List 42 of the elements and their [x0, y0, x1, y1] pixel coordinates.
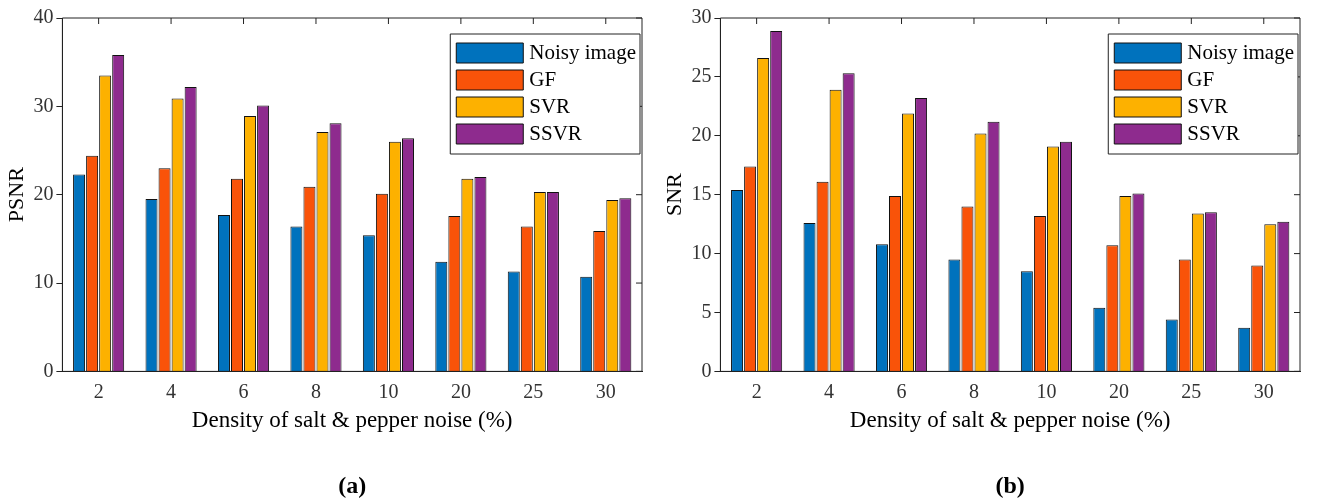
text: (b) [995, 472, 1025, 498]
y-axis-title: PSNR [2, 166, 28, 223]
x-axis-title: Density of salt & pepper noise (%) [191, 407, 513, 433]
y-tick-label: 40 [33, 5, 54, 28]
y-tick-label: 10 [33, 270, 54, 293]
x-tick-label: 4 [824, 379, 835, 402]
x-tick-label: 4 [166, 379, 177, 402]
y-tick-label: 0 [43, 358, 54, 381]
y-axis-title: SNR [660, 172, 686, 217]
y-tick-label: 25 [691, 64, 712, 87]
y-tick-label: 20 [691, 123, 712, 146]
text: (a) [338, 472, 367, 498]
x-tick-label: 2 [93, 379, 104, 402]
y-tick-label: 20 [33, 181, 54, 204]
y-tick-label: 0 [701, 358, 712, 381]
legend-label: SSVR [529, 121, 582, 146]
legend-label: GF [529, 67, 557, 92]
x-tick-label: 20 [1108, 379, 1129, 402]
x-tick-label: 10 [1036, 379, 1057, 402]
x-tick-label: 6 [238, 379, 249, 402]
legend-label: GF [1187, 67, 1215, 92]
x-tick-label: 10 [378, 379, 399, 402]
x-tick-label: 8 [310, 379, 321, 402]
x-tick-label: 30 [595, 379, 616, 402]
legend-label: SVR [529, 94, 571, 119]
x-tick-label: 25 [1181, 379, 1202, 402]
legend-label: Noisy image [1187, 40, 1294, 65]
x-tick-label: 6 [896, 379, 907, 402]
y-tick-label: 10 [691, 240, 712, 263]
x-tick-label: 8 [968, 379, 979, 402]
y-tick-label: 30 [691, 5, 712, 28]
legend-label: Noisy image [529, 40, 636, 65]
x-tick-label: 30 [1253, 379, 1274, 402]
y-tick-label: 15 [691, 181, 712, 204]
y-tick-label: 30 [33, 93, 54, 116]
legend-label: SVR [1187, 94, 1229, 119]
legend-label: SSVR [1187, 121, 1240, 146]
x-tick-label: 2 [751, 379, 762, 402]
y-tick-label: 5 [701, 299, 712, 322]
x-tick-label: 25 [523, 379, 544, 402]
x-axis-title: Density of salt & pepper noise (%) [849, 407, 1171, 433]
x-tick-label: 20 [450, 379, 471, 402]
